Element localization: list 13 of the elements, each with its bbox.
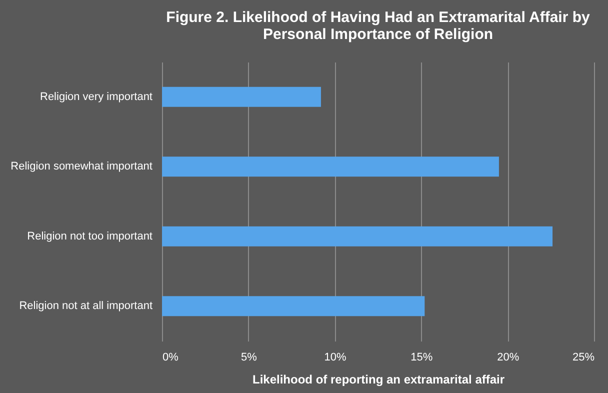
y-tick-label: Religion not at all important <box>19 300 152 312</box>
x-tick-label: 25% <box>572 352 595 364</box>
text: Personal Importance of Religion <box>262 26 494 43</box>
x-tick-label: 20% <box>497 352 520 364</box>
text: Figure 2. Likelihood of Having Had an Extramarital Affair by <box>166 9 590 26</box>
y-tick-label: Religion very important <box>40 90 152 103</box>
x-tick-label: 15% <box>410 352 433 364</box>
x-tick-label: 5% <box>240 352 258 364</box>
y-tick-label: Religion not too important <box>27 230 152 242</box>
x-axis-title: Likelihood of reporting an extramarital affair <box>252 372 505 386</box>
y-tick-label: Religion somewhat important <box>10 160 152 173</box>
x-tick-label: 0% <box>162 352 179 364</box>
x-tick-label: 10% <box>324 352 347 364</box>
